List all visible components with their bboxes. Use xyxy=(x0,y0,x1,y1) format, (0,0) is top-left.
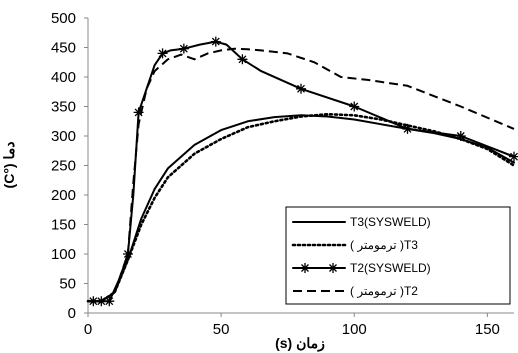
legend-entry-label: ( ترمومتر )T2 xyxy=(350,284,418,298)
x-tick-label: 150 xyxy=(475,321,500,338)
plot-area: 0 50 100 150 0 50 100 150 200 250 300 350 400 450 500 xyxy=(51,10,518,338)
series-point xyxy=(349,101,360,112)
y-tick-label: 450 xyxy=(51,40,76,57)
x-tick-label: 100 xyxy=(342,321,367,338)
y-tick-labels: 0 50 100 150 200 250 300 350 400 450 500 xyxy=(51,10,88,322)
series-markers-2 xyxy=(88,36,518,307)
y-tick-label: 300 xyxy=(51,128,76,145)
series-point xyxy=(455,131,466,141)
series-point xyxy=(210,36,221,47)
series-point xyxy=(104,296,115,307)
y-tick-label: 50 xyxy=(59,276,76,293)
x-axis-title: زمان (s) xyxy=(275,335,325,352)
y-tick-label: 350 xyxy=(51,99,76,116)
series-point xyxy=(296,83,306,94)
x-tick-label: 0 xyxy=(84,321,92,338)
series-point xyxy=(96,296,107,307)
y-tick-label: 150 xyxy=(51,217,76,234)
legend-entry-label: ( ترمومتر )T3 xyxy=(350,238,418,252)
y-axis-title: دما (°C) xyxy=(1,142,17,189)
y-tick-label: 100 xyxy=(51,246,76,263)
legend-marker xyxy=(300,263,310,273)
x-tick-label: 50 xyxy=(213,321,230,338)
series-point xyxy=(178,43,189,54)
y-tick-label: 250 xyxy=(51,158,76,175)
legend-marker xyxy=(328,263,338,273)
legend-box xyxy=(285,206,511,305)
legend: T3(SYSWELD) ( ترمومتر )T3 T2(SYSWELD) ( ترم… xyxy=(285,206,511,305)
y-tick-label: 400 xyxy=(51,69,76,86)
series-point xyxy=(509,151,518,162)
series-point xyxy=(133,107,144,118)
series-point xyxy=(402,123,413,134)
legend-entry-label: T3(SYSWELD) xyxy=(350,215,431,229)
series-line-3 xyxy=(88,47,515,303)
y-tick-label: 500 xyxy=(51,10,76,27)
series-lines xyxy=(86,36,518,307)
series-point xyxy=(122,249,133,259)
legend-items: T3(SYSWELD) ( ترمومتر )T3 T2(SYSWELD) ( ترم… xyxy=(291,215,431,298)
y-tick-label: 0 xyxy=(68,305,76,322)
y-tick-label: 200 xyxy=(51,187,76,204)
legend-entry-label: T2(SYSWELD) xyxy=(350,261,431,275)
x-tick-labels: 0 50 100 150 xyxy=(84,313,500,338)
series-point xyxy=(237,54,248,65)
series-point xyxy=(157,48,168,59)
